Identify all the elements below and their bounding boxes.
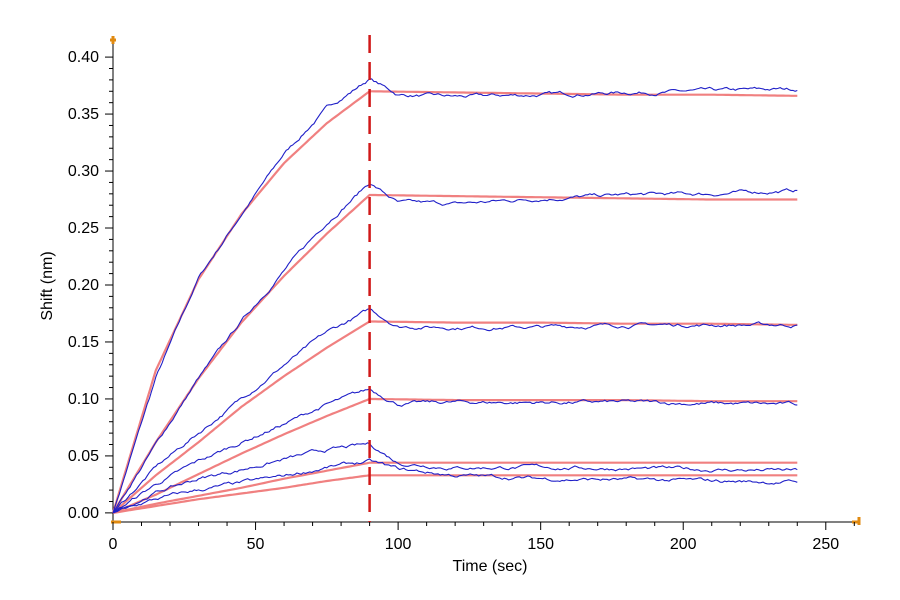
tick-labels: 0.00 0.05 0.10 0.15 0.20 0.25 0.30 0.35 0.40 0 50 1… (68, 49, 839, 553)
measured-traces (112, 78, 798, 514)
measured-trace (112, 308, 798, 514)
x-tick-label: 250 (812, 536, 839, 553)
y-tick-label: 0.30 (68, 163, 99, 180)
y-axis-title: Shift (nm) (39, 251, 56, 320)
fit-curve (112, 397, 798, 514)
y-tick-label: 0.25 (68, 220, 99, 237)
fit-curve (112, 461, 798, 514)
measured-trace (112, 78, 798, 514)
y-tick-label: 0.10 (68, 391, 99, 408)
axes (105, 36, 861, 530)
fit-curves (111, 90, 798, 514)
x-tick-label: 100 (385, 536, 412, 553)
fit-curve (112, 474, 798, 514)
x-tick-label: 200 (670, 536, 697, 553)
x-axis-title: Time (sec) (453, 558, 528, 575)
x-tick-label: 150 (527, 536, 554, 553)
measured-trace (112, 458, 798, 514)
y-tick-label: 0.15 (68, 334, 99, 351)
y-tick-label: 0.40 (68, 49, 99, 66)
y-tick-label: 0.00 (68, 505, 99, 522)
measured-trace (112, 388, 798, 514)
fit-curve (112, 193, 798, 514)
x-tick-label: 50 (247, 536, 265, 553)
fit-curve (111, 90, 798, 514)
y-tick-label: 0.20 (68, 277, 99, 294)
fit-curve (112, 320, 798, 514)
measured-trace (112, 183, 798, 514)
y-tick-label: 0.35 (68, 106, 99, 123)
x-tick-label: 0 (109, 536, 118, 553)
y-tick-label: 0.05 (68, 448, 99, 465)
measured-trace (112, 442, 798, 514)
